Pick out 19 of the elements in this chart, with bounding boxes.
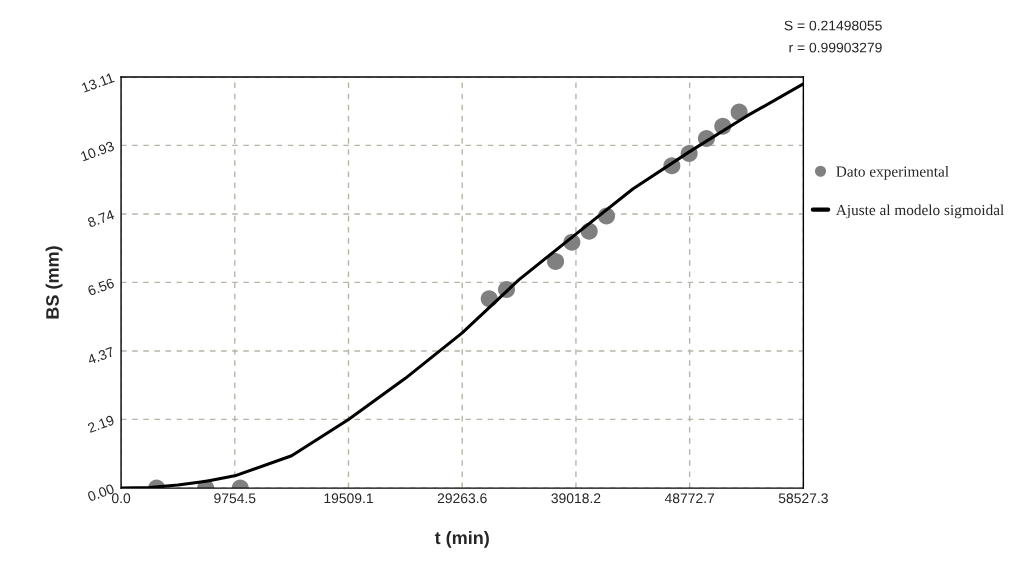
x-tick-label: 48772.7 — [664, 493, 715, 504]
x-axis-title: t (min) — [434, 530, 489, 548]
y-tick-label: 10.93 — [80, 140, 115, 162]
y-tick-label: 4.37 — [86, 346, 115, 365]
y-tick-label: 2.19 — [87, 414, 115, 433]
y-axis-title: BS (mm) — [45, 246, 63, 319]
x-tick-label: 9754.5 — [214, 493, 256, 504]
x-tick-label: 0.0 — [111, 493, 131, 504]
x-tick-label: 39018.2 — [551, 493, 601, 504]
x-tick-label: 19509.1 — [324, 493, 373, 504]
legend-label: Dato experimental — [836, 166, 949, 180]
y-tick-label: 6.56 — [87, 277, 115, 296]
x-tick-label: 58527.3 — [778, 493, 828, 504]
text: S = 0.21498055 — [784, 20, 882, 31]
x-tick-label: 29263.6 — [437, 493, 487, 504]
y-tick-label: 13.11 — [81, 72, 115, 93]
y-tick-label: 8.74 — [87, 209, 115, 228]
text: r = 0.99903279 — [789, 42, 882, 53]
legend-label: Ajuste al modelo sigmoidal — [835, 204, 1004, 219]
